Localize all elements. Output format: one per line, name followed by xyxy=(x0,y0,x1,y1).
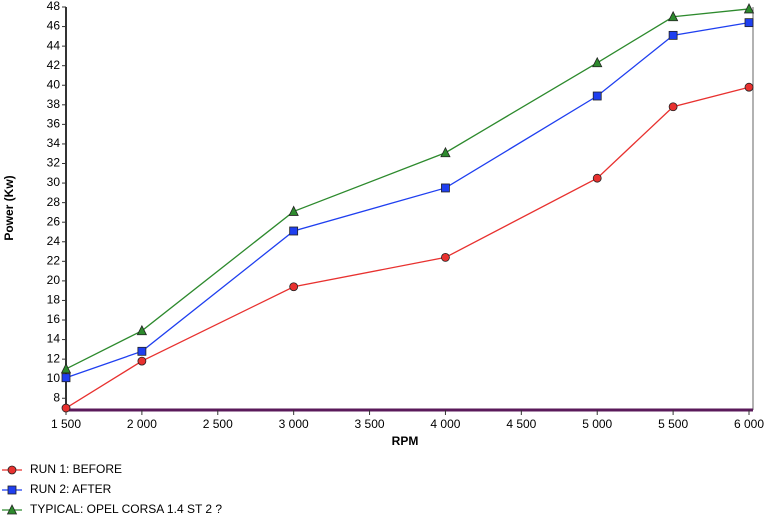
point xyxy=(667,10,679,22)
point xyxy=(288,205,299,216)
y-tick-label: 36 xyxy=(47,117,61,131)
point xyxy=(592,173,602,183)
point xyxy=(61,403,71,413)
y-tick-label: 24 xyxy=(47,234,61,248)
point xyxy=(289,282,299,292)
point xyxy=(136,324,148,336)
legend-marker xyxy=(6,504,18,515)
series-line xyxy=(65,86,750,409)
point xyxy=(61,373,71,383)
x-tick-label: 2 000 xyxy=(127,417,157,431)
y-tick-label: 22 xyxy=(47,253,61,267)
legend-marker xyxy=(7,465,17,475)
y-tick-label: 26 xyxy=(47,214,61,228)
legend-label: TYPICAL: OPEL CORSA 1.4 ST 2 ? xyxy=(30,502,222,516)
x-tick-label: 3 500 xyxy=(355,417,385,431)
x-tick-label: 4 500 xyxy=(506,417,536,431)
y-tick-label: 46 xyxy=(47,19,61,33)
series-line xyxy=(65,8,750,370)
point xyxy=(592,56,603,68)
y-tick-label: 48 xyxy=(47,0,61,13)
legend-label: RUN 2: AFTER xyxy=(30,482,112,496)
point xyxy=(441,253,450,262)
point xyxy=(744,18,754,28)
x-tick-label: 4 000 xyxy=(430,417,460,431)
point xyxy=(440,146,451,158)
y-tick-label: 44 xyxy=(47,38,61,52)
y-tick-label: 42 xyxy=(47,58,61,72)
point xyxy=(668,102,678,112)
point xyxy=(60,363,72,374)
x-tick-label: 3 000 xyxy=(279,417,309,431)
x-tick-label: 1 500 xyxy=(51,417,81,431)
x-axis-title: RPM xyxy=(392,434,419,448)
y-axis-title: Power (Kw) xyxy=(2,175,16,240)
point xyxy=(592,91,602,101)
x-tick-label: 5 000 xyxy=(582,417,612,431)
point xyxy=(668,30,678,40)
point xyxy=(137,356,147,366)
x-tick-label: 6 000 xyxy=(734,417,764,431)
y-tick-label: 32 xyxy=(47,156,61,170)
point xyxy=(744,82,754,92)
x-tick-label: 2 500 xyxy=(203,417,233,431)
x-tick-label: 5 500 xyxy=(658,417,688,431)
y-tick-label: 20 xyxy=(47,273,61,287)
legend-marker xyxy=(7,485,17,495)
y-tick-label: 16 xyxy=(47,312,61,326)
point xyxy=(441,183,450,193)
point xyxy=(137,346,147,356)
point xyxy=(743,3,755,14)
legend-label: RUN 1: BEFORE xyxy=(30,462,122,476)
series-line xyxy=(65,22,750,379)
y-tick-label: 12 xyxy=(47,351,61,365)
y-tick-label: 30 xyxy=(47,175,61,189)
y-tick-label: 8 xyxy=(53,390,60,404)
point xyxy=(289,226,299,236)
y-tick-label: 18 xyxy=(47,293,61,307)
y-tick-label: 34 xyxy=(47,136,61,150)
y-tick-label: 10 xyxy=(47,371,61,385)
y-tick-label: 28 xyxy=(47,195,61,209)
y-tick-label: 14 xyxy=(47,332,61,346)
y-tick-label: 40 xyxy=(47,77,61,91)
y-tick-label: 38 xyxy=(47,97,61,111)
